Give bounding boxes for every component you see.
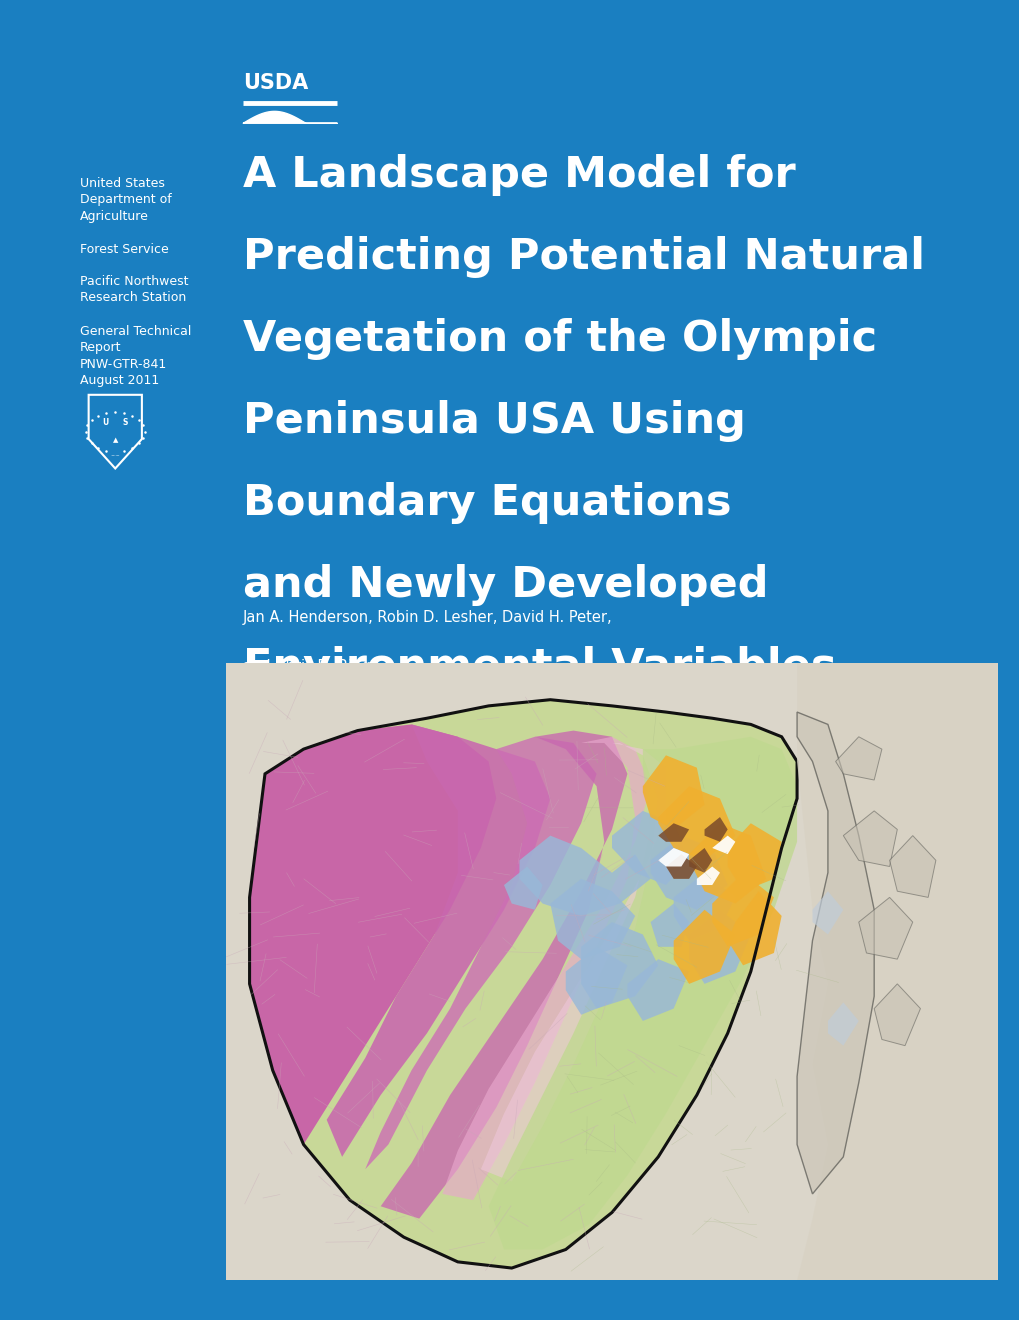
- Text: Forest Service: Forest Service: [79, 243, 168, 256]
- Text: U: U: [103, 418, 109, 428]
- Polygon shape: [581, 923, 657, 1008]
- Text: Jan A. Henderson, Robin D. Lesher, David H. Peter,: Jan A. Henderson, Robin D. Lesher, David…: [243, 610, 611, 624]
- Polygon shape: [519, 836, 650, 916]
- Text: USDA: USDA: [243, 73, 308, 92]
- Text: Vegetation of the Olympic: Vegetation of the Olympic: [243, 318, 876, 360]
- Polygon shape: [727, 824, 781, 891]
- Text: Peninsula USA Using: Peninsula USA Using: [243, 400, 745, 442]
- Polygon shape: [627, 960, 689, 1020]
- Polygon shape: [566, 946, 627, 1015]
- Polygon shape: [889, 836, 935, 898]
- Polygon shape: [550, 879, 635, 960]
- Polygon shape: [689, 909, 750, 983]
- Polygon shape: [873, 983, 919, 1045]
- Text: General Technical
Report
PNW-GTR-841
August 2011: General Technical Report PNW-GTR-841 Aug…: [79, 325, 191, 387]
- Polygon shape: [657, 847, 689, 866]
- Polygon shape: [827, 1002, 858, 1045]
- Polygon shape: [858, 898, 912, 960]
- Polygon shape: [727, 891, 781, 965]
- Text: Predicting Potential Natural: Predicting Potential Natural: [243, 236, 924, 279]
- Polygon shape: [689, 824, 765, 904]
- Polygon shape: [673, 909, 735, 983]
- Polygon shape: [665, 854, 696, 879]
- Text: A Landscape Model for: A Landscape Model for: [243, 154, 795, 197]
- Polygon shape: [657, 824, 689, 842]
- Text: Environmental Variables: Environmental Variables: [243, 645, 836, 688]
- Polygon shape: [642, 755, 704, 829]
- Polygon shape: [812, 891, 843, 935]
- Polygon shape: [711, 836, 735, 854]
- Polygon shape: [704, 817, 727, 842]
- Polygon shape: [250, 700, 796, 1269]
- Polygon shape: [673, 873, 735, 941]
- Polygon shape: [796, 711, 873, 1193]
- Polygon shape: [326, 725, 550, 1156]
- Polygon shape: [696, 866, 719, 884]
- Polygon shape: [657, 787, 735, 861]
- Polygon shape: [611, 810, 689, 884]
- Polygon shape: [650, 904, 689, 946]
- Polygon shape: [380, 730, 627, 1218]
- Polygon shape: [711, 873, 773, 946]
- Polygon shape: [488, 737, 796, 1250]
- Polygon shape: [689, 847, 711, 873]
- Polygon shape: [250, 725, 496, 1144]
- Polygon shape: [503, 866, 542, 909]
- Polygon shape: [650, 836, 727, 909]
- Text: S: S: [122, 418, 127, 428]
- Text: and Chris D. Ringo: and Chris D. Ringo: [243, 659, 379, 673]
- Text: United States
Department of
Agriculture: United States Department of Agriculture: [79, 177, 171, 223]
- Polygon shape: [442, 737, 650, 1200]
- Polygon shape: [796, 663, 997, 1280]
- Text: Pacific Northwest
Research Station: Pacific Northwest Research Station: [79, 275, 187, 304]
- Polygon shape: [365, 737, 596, 1170]
- Polygon shape: [480, 743, 665, 1181]
- Text: Boundary Equations: Boundary Equations: [243, 482, 731, 524]
- Text: ~·~: ~·~: [110, 453, 120, 458]
- Text: ▲: ▲: [112, 437, 118, 444]
- Polygon shape: [835, 737, 881, 780]
- Text: and Newly Developed: and Newly Developed: [243, 564, 767, 606]
- Polygon shape: [843, 810, 897, 866]
